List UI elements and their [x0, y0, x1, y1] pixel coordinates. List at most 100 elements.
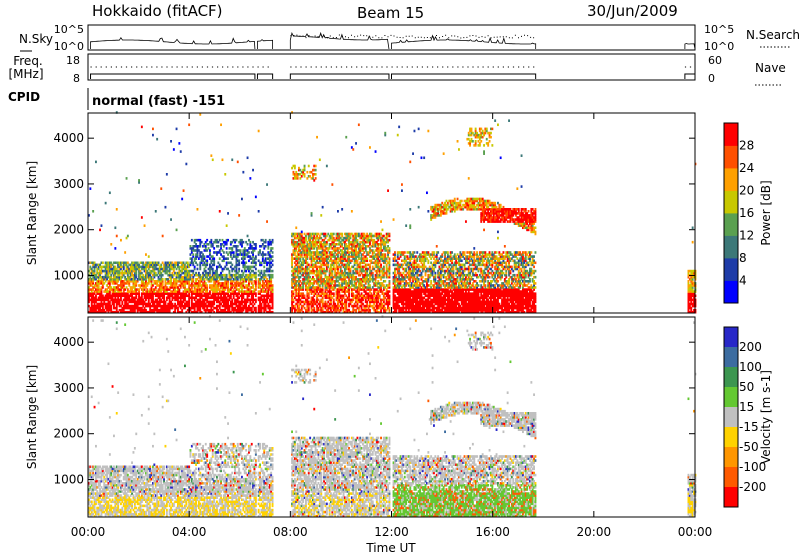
heatmap-cell: [179, 275, 182, 279]
heatmap-cell: [231, 275, 234, 279]
heatmap-cell: [158, 267, 161, 271]
heatmap-cell: [93, 310, 96, 314]
heatmap-cell: [160, 288, 163, 291]
heatmap-cell: [203, 284, 206, 287]
heatmap-cell: [239, 306, 242, 310]
heatmap-cell: [245, 290, 248, 293]
heatmap-cell: [146, 290, 149, 293]
heatmap-cell: [171, 296, 174, 300]
heatmap-cell: [125, 306, 128, 310]
heatmap-cell: [97, 265, 100, 269]
heatmap-cell: [181, 296, 184, 300]
heatmap-cell: [158, 292, 161, 295]
heatmap-cell: [96, 292, 99, 295]
heatmap-cell: [182, 306, 185, 310]
heatmap-cell: [331, 183, 334, 186]
heatmap-cell: [170, 284, 172, 287]
heatmap-cell: [222, 310, 225, 314]
heatmap-cell: [234, 284, 236, 287]
heatmap-cell: [218, 273, 221, 277]
heatmap-cell: [122, 306, 125, 310]
heatmap-cell: [165, 304, 168, 308]
heatmap-cell: [193, 286, 196, 289]
heatmap-cell: [156, 137, 159, 141]
heatmap-cell: [143, 310, 146, 314]
heatmap-cell: [182, 265, 185, 269]
heatmap-cell: [234, 245, 236, 248]
heatmap-cell: [252, 168, 254, 172]
heatmap-cell: [204, 292, 207, 295]
heatmap-cell: [158, 294, 161, 298]
heatmap-cell: [203, 294, 206, 298]
heatmap-cell: [150, 288, 153, 291]
heatmap-cell: [175, 296, 178, 300]
heatmap-cell: [217, 275, 220, 279]
heatmap-cell: [186, 304, 189, 308]
heatmap-cell: [207, 271, 210, 275]
heatmap-cell: [224, 282, 227, 285]
heatmap-cell: [103, 298, 106, 302]
heatmap-cell: [143, 275, 146, 279]
heatmap-cell: [203, 282, 206, 285]
heatmap-cell: [228, 290, 231, 293]
heatmap-cell: [213, 302, 216, 306]
heatmap-cell: [149, 263, 152, 267]
heatmap-cell: [158, 271, 161, 275]
heatmap-cell: [243, 286, 246, 289]
heatmap-cell: [248, 284, 250, 287]
heatmap-cell: [168, 271, 171, 275]
heatmap-cell: [90, 284, 93, 287]
heatmap-cell: [300, 230, 303, 234]
heatmap-cell: [211, 284, 214, 287]
heatmap-cell: [100, 296, 103, 300]
heatmap-cell: [113, 267, 115, 271]
heatmap-cell: [204, 304, 207, 308]
heatmap-cell: [101, 280, 104, 283]
heatmap-cell: [114, 275, 117, 279]
heatmap-cell: [145, 292, 147, 295]
heatmap-cell: [152, 296, 154, 300]
heatmap-cell: [97, 282, 100, 285]
heatmap-cell: [150, 269, 153, 273]
heatmap-cell: [117, 280, 120, 283]
heatmap-cell: [200, 261, 203, 265]
heatmap-cell: [213, 263, 216, 267]
heatmap-cell: [164, 284, 167, 287]
heatmap-cell: [200, 294, 203, 298]
heatmap-cell: [243, 253, 246, 256]
heatmap-cell: [135, 265, 138, 269]
heatmap-cell: [225, 240, 228, 244]
heatmap-cell: [236, 255, 239, 258]
heatmap-cell: [121, 292, 124, 295]
heatmap-cell: [177, 306, 179, 310]
heatmap-cell: [157, 294, 160, 298]
heatmap-cell: [228, 308, 231, 312]
nsky-label: N.Sky: [19, 32, 53, 46]
heatmap-cell: [228, 288, 231, 291]
heatmap-cell: [104, 275, 107, 279]
heatmap-cell: [106, 269, 108, 273]
heatmap-cell: [153, 306, 156, 310]
heatmap-cell: [167, 265, 170, 269]
heatmap-cell: [189, 290, 192, 293]
heatmap-cell: [179, 280, 182, 283]
heatmap-cell: [238, 275, 241, 279]
heatmap-cell: [245, 292, 248, 295]
heatmap-cell: [225, 251, 228, 254]
heatmap-cell: [184, 304, 186, 308]
heatmap-cell: [143, 263, 146, 267]
heatmap-cell: [120, 275, 122, 279]
station-title: Hokkaido (fitACF): [92, 2, 223, 20]
heatmap-cell: [129, 304, 132, 308]
heatmap-cell: [225, 286, 228, 289]
heatmap-cell: [231, 273, 234, 277]
heatmap-cell: [181, 269, 184, 273]
heatmap-cell: [190, 302, 193, 306]
heatmap-cell: [165, 290, 168, 293]
heatmap-cell: [209, 249, 211, 252]
heatmap-cell: [131, 273, 133, 277]
heatmap-cell: [88, 214, 90, 217]
heatmap-cell: [122, 286, 125, 289]
heatmap-cell: [120, 280, 122, 283]
heatmap-cell: [154, 280, 157, 283]
